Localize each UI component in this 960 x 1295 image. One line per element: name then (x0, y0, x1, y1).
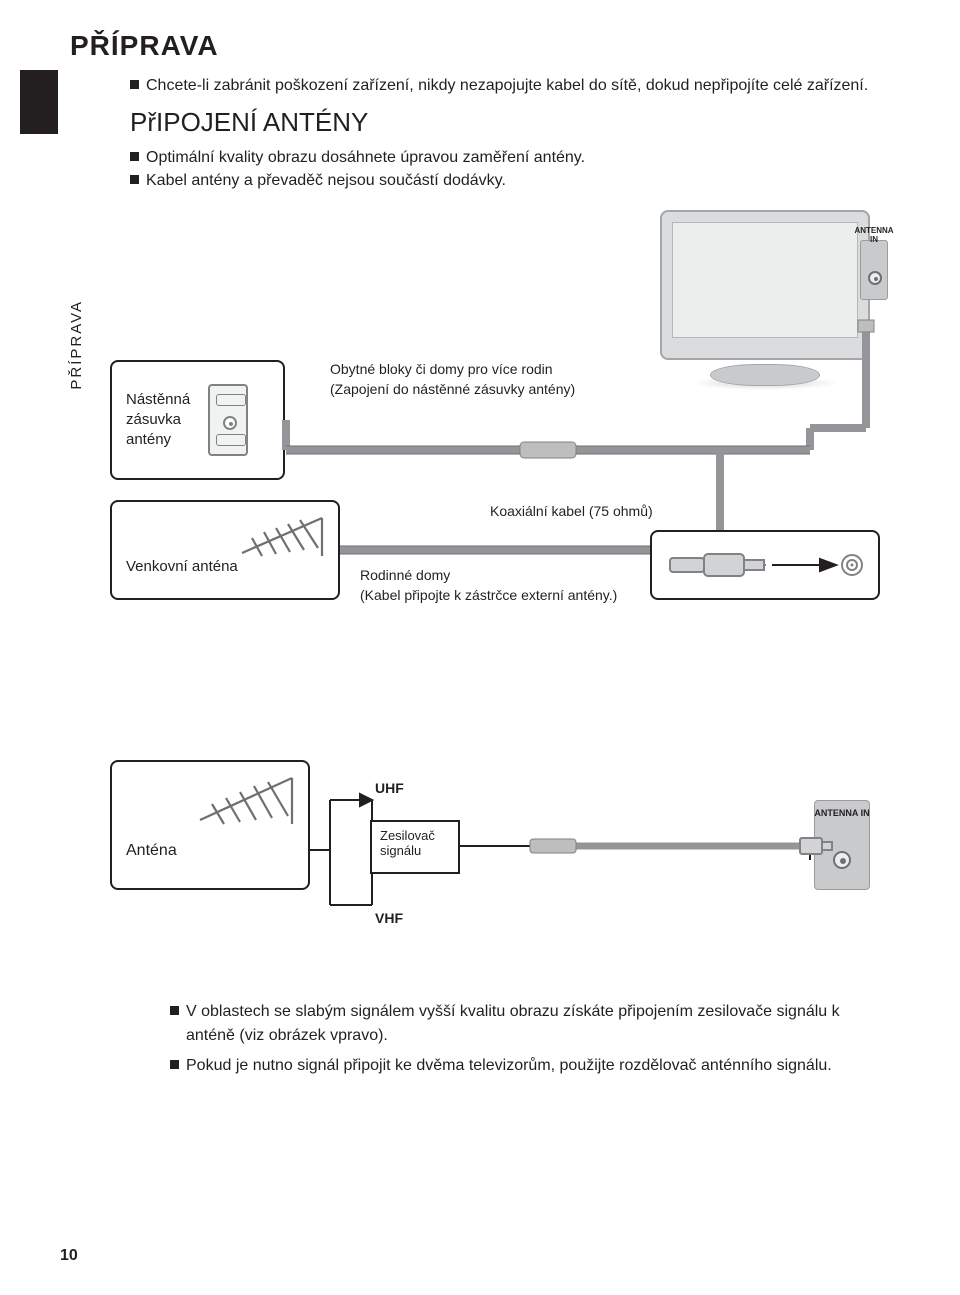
page-title: PŘÍPRAVA (70, 30, 910, 62)
wall-socket-icon (208, 384, 248, 456)
section-subheader: PřIPOJENÍ ANTÉNY (130, 107, 910, 138)
bullet-text: Pokud je nutno signál připojit ke dvěma … (186, 1054, 832, 1078)
amplifier-box: Zesilovač signálu (370, 820, 460, 874)
uhf-label: UHF (375, 780, 404, 796)
antenna-diagram-amplifier: Anténa UHF VHF Zesilovač signálu ANTENNA… (110, 760, 910, 980)
vhf-label: VHF (375, 910, 403, 926)
bullet-text: V oblastech se slabým signálem vyšší kva… (186, 1000, 890, 1048)
port-label: ANTENNA IN (808, 808, 876, 818)
wall-socket-label: Nástěnná zásuvka antény (126, 390, 198, 451)
outdoor-antenna-label: Venkovní anténa (126, 558, 238, 575)
outdoor-antenna-icon (232, 508, 332, 558)
port-label: ANTENNA IN (854, 226, 894, 244)
bullet-text: Optimální kvality obrazu dosáhnete úprav… (146, 146, 585, 169)
bullet-text: Chcete-li zabránit poškození zařízení, n… (146, 74, 868, 97)
bottom-notes: V oblastech se slabým signálem vyšší kva… (170, 1000, 890, 1078)
antenna-card: Anténa (110, 760, 310, 890)
side-section-label: PŘÍPRAVA (68, 300, 85, 390)
side-index-tab (20, 70, 58, 134)
tv-illustration: ANTENNA IN (650, 210, 880, 390)
connector-detail-card (650, 530, 880, 600)
antenna-diagram-basic: ANTENNA IN Nástěnná zásuvka antény Venko… (110, 270, 910, 650)
sub-bullets: Optimální kvality obrazu dosáhnete úprav… (130, 146, 910, 192)
antenna-icon (192, 768, 302, 828)
amplifier-label: Zesilovač signálu (380, 828, 435, 858)
wall-socket-card: Nástěnná zásuvka antény (110, 360, 285, 480)
antenna-label: Anténa (126, 842, 177, 860)
page-number: 10 (60, 1247, 78, 1265)
bullet-text: Kabel antény a převaděč nejsou součástí … (146, 169, 506, 192)
antenna-in-port (860, 240, 888, 300)
outdoor-antenna-card: Venkovní anténa (110, 500, 340, 600)
note-houses: Rodinné domy (Kabel připojte k zástrčce … (360, 566, 670, 605)
note-apartments: Obytné bloky či domy pro více rodin (Zap… (330, 360, 620, 399)
note-coax: Koaxiální kabel (75 ohmů) (490, 502, 653, 522)
top-bullets: Chcete-li zabránit poškození zařízení, n… (130, 74, 910, 97)
